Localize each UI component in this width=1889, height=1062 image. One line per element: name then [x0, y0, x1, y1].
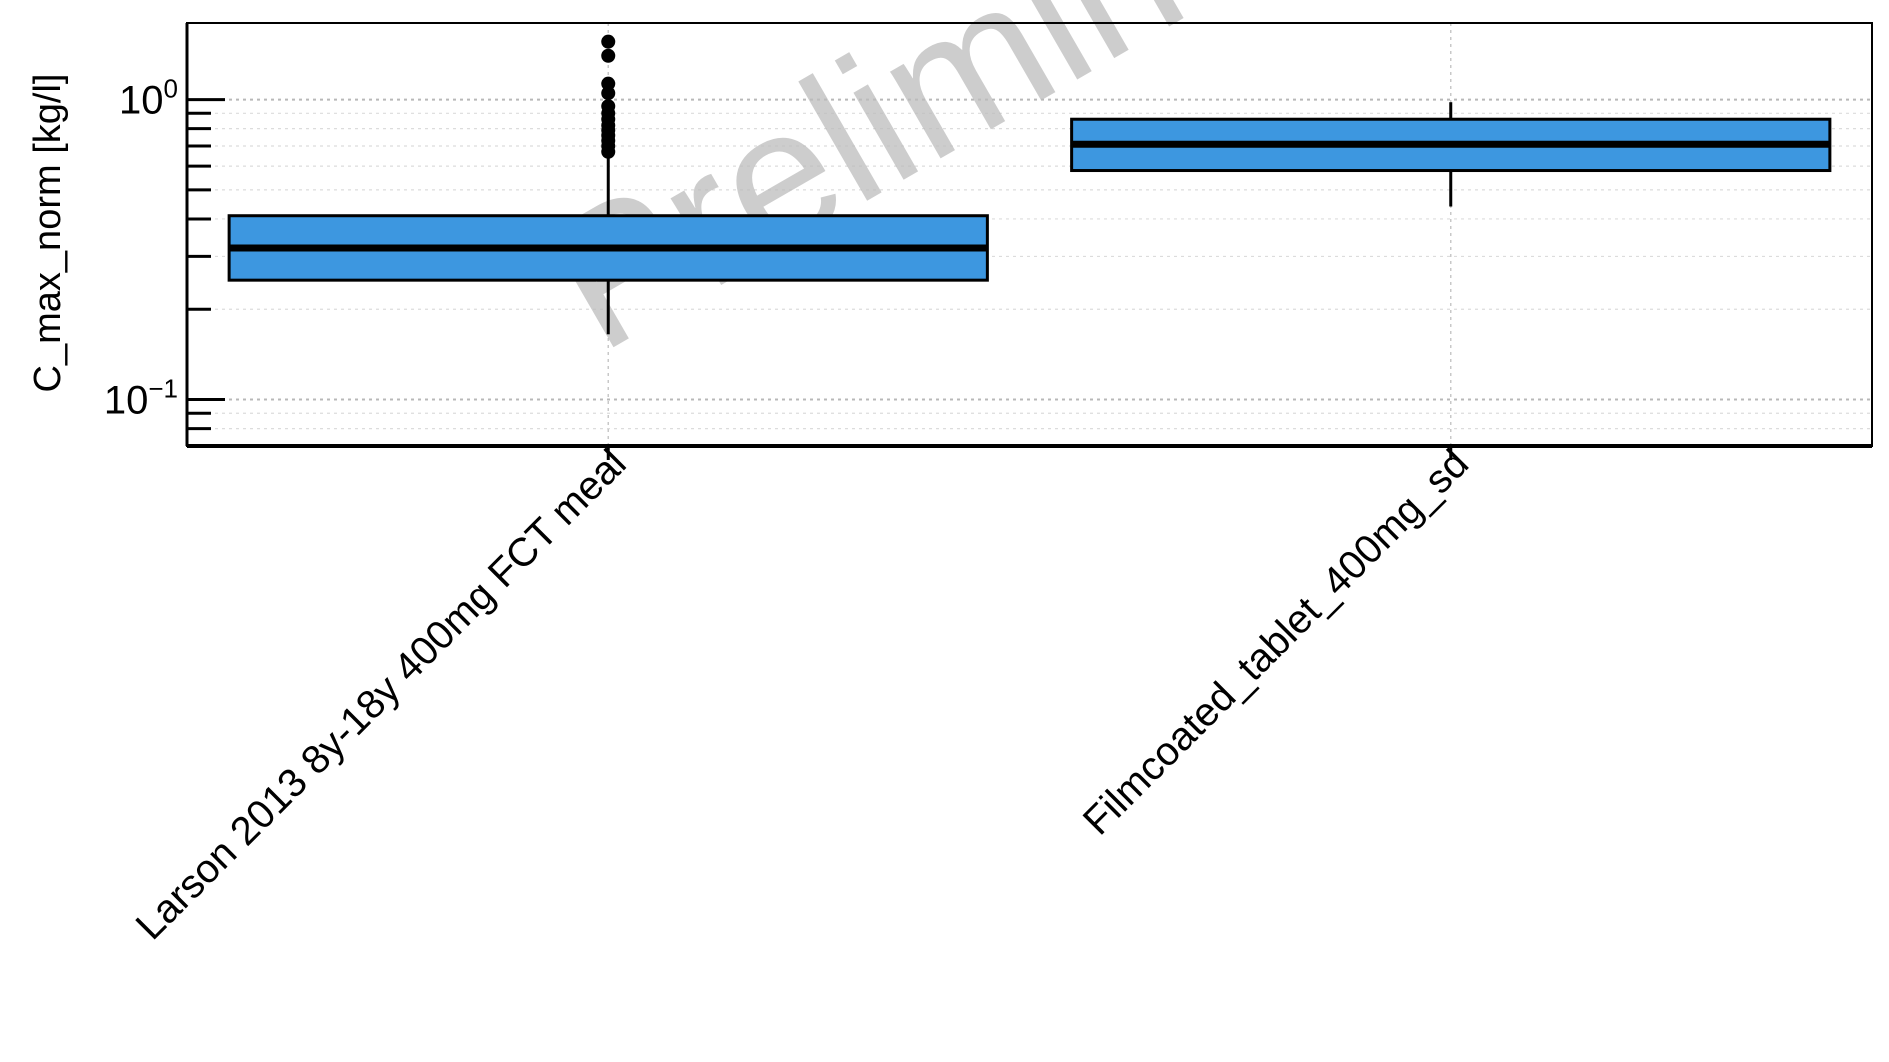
watermark-text: Preliminary analysis: [515, 0, 1889, 391]
outlier-point: [601, 76, 616, 91]
outlier-point: [601, 48, 616, 63]
box-group: [1070, 102, 1832, 207]
outlier-point: [601, 34, 616, 49]
outlier-point: [601, 99, 616, 114]
axes: [185, 22, 1873, 448]
x-tick-label: Larson 2013 8y-18y 400mg FCT meal: [128, 441, 635, 948]
y-tick-label: 100: [119, 74, 178, 123]
y-tick-label: 10−1: [104, 374, 178, 423]
y-axis-title: C_max_norm [kg/l]: [27, 74, 69, 393]
grid-lines: [187, 23, 1872, 447]
x-axis-ticks: Larson 2013 8y-18y 400mg FCT meal Filmcoa…: [128, 441, 1477, 948]
watermark: Preliminary analysis: [515, 0, 1889, 391]
box-group: [227, 34, 989, 335]
y-tick-exponent: −1: [148, 374, 178, 404]
y-tick-base: 10: [104, 379, 149, 423]
x-tick-label: Filmcoated_tablet_400mg_sd: [1075, 441, 1477, 843]
y-tick-base: 10: [119, 79, 164, 123]
y-tick-exponent: 0: [164, 74, 178, 104]
outlier-point: [601, 86, 616, 101]
boxes: [227, 34, 1832, 335]
